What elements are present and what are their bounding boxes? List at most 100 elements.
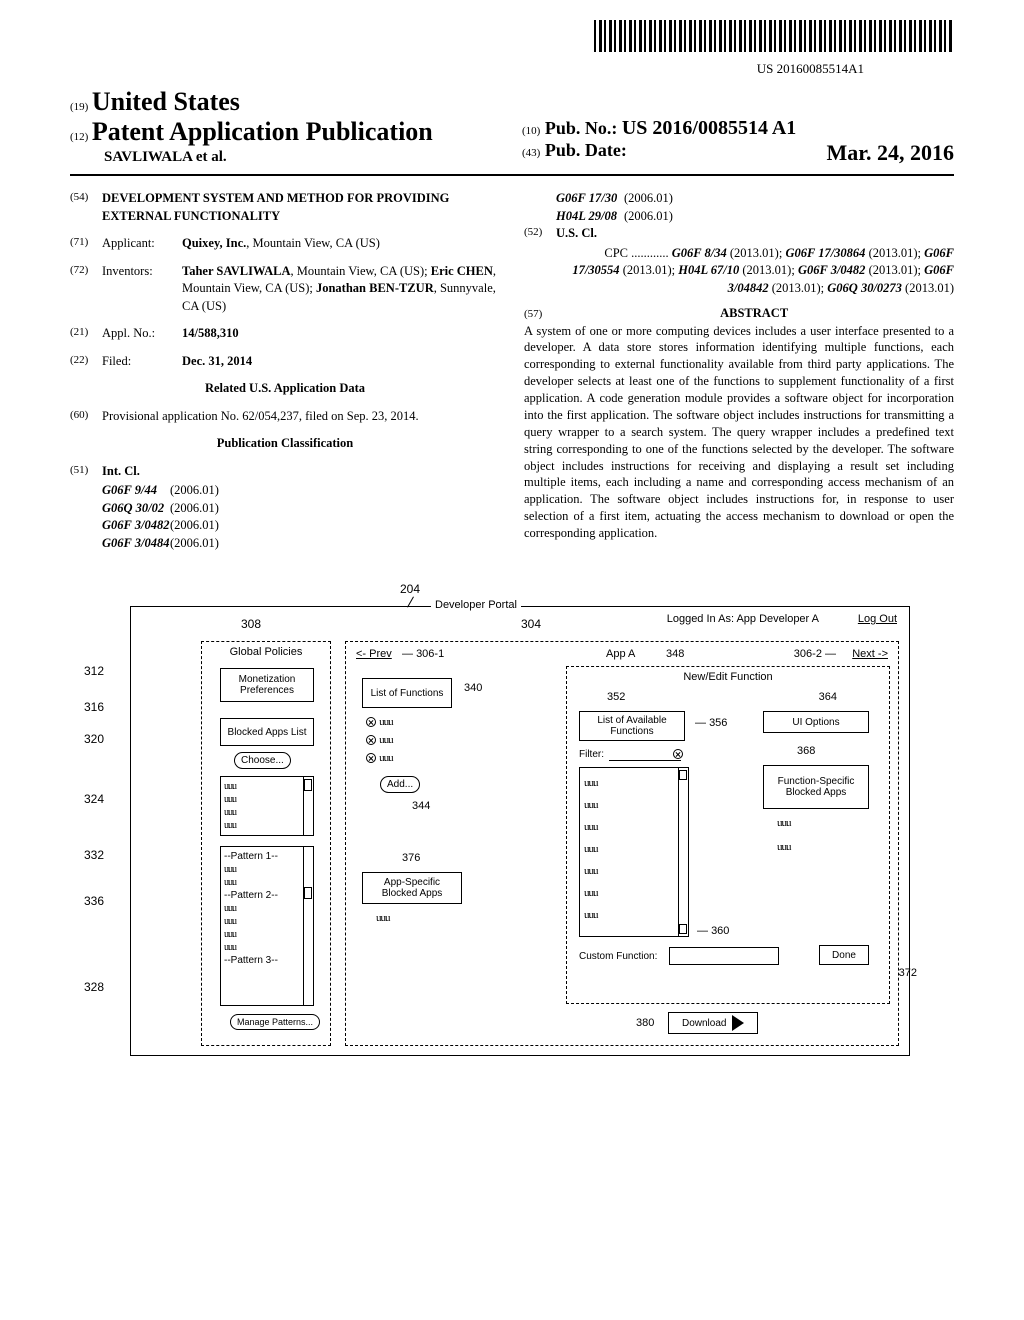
pub-date-val: Mar. 24, 2016: [826, 140, 954, 166]
fn-row2: uuu: [366, 734, 393, 746]
applicant-num: (71): [70, 235, 102, 253]
fs-squiggle1: uuu: [777, 817, 791, 829]
ref-368: 368: [797, 745, 815, 757]
new-edit-function-panel: New/Edit Function 352 364 List of Availa…: [566, 666, 890, 1004]
pub-date-label: Pub. Date:: [545, 140, 627, 160]
intcl-row: H04L 29/08(2006.01): [524, 208, 954, 226]
intcl-row: G06F 9/44(2006.01): [70, 482, 500, 500]
blocked-apps-box: Blocked Apps List: [220, 718, 314, 746]
intcl-num: (51): [70, 463, 102, 481]
scrollbar[interactable]: [678, 768, 688, 936]
global-policies-panel: Global Policies Monetization Preferences…: [201, 641, 331, 1046]
filed-num: (22): [70, 353, 102, 371]
pattern1-label: --Pattern 1--: [224, 851, 278, 862]
intcl-row: G06F 3/0484(2006.01): [70, 535, 500, 553]
header-block: (19) United States (12) Patent Applicati…: [70, 87, 954, 166]
uscl-label: U.S. Cl.: [556, 225, 954, 243]
monetization-box[interactable]: Monetization Preferences: [220, 668, 314, 702]
provisional-text: Provisional application No. 62/054,237, …: [102, 408, 500, 426]
pub-no-val: US 2016/0085514 A1: [622, 117, 796, 139]
fs-squiggle2: uuu: [777, 841, 791, 853]
pattern3-label: --Pattern 3--: [224, 955, 278, 966]
filed-label: Filed:: [102, 353, 182, 371]
function-specific-box: Function-Specific Blocked Apps: [763, 765, 869, 809]
ref-306-2: 306-2 —: [794, 648, 836, 660]
cpc-block: CPC ............ G06F 8/34 (2013.01); G0…: [524, 245, 954, 298]
abstract-label: ABSTRACT: [559, 305, 949, 323]
ref-204: 204: [400, 582, 420, 596]
abstract-text: A system of one or more computing device…: [524, 323, 954, 542]
figure-204: 204 Developer Portal Logged In As: App D…: [70, 582, 954, 1072]
logged-in-text: Logged In As: App Developer A: [667, 613, 819, 625]
body-columns: (54) DEVELOPMENT SYSTEM AND METHOD FOR P…: [70, 190, 954, 552]
ref-306-1: — 306-1: [402, 648, 444, 660]
custom-function-input[interactable]: [669, 947, 779, 965]
intcl-row: G06Q 30/02(2006.01): [70, 500, 500, 518]
ref-376: 376: [402, 852, 420, 864]
ui-options-box[interactable]: UI Options: [763, 711, 869, 733]
prev-link[interactable]: <- Prev: [356, 648, 392, 660]
available-content: uuuuuuuuuuuuuuuuuuuuu: [580, 768, 688, 930]
country-num: (19): [70, 101, 88, 113]
ref-344: 344: [412, 800, 430, 812]
patterns-scroll[interactable]: --Pattern 1-- uuuuuu --Pattern 2-- uuuuu…: [220, 846, 314, 1006]
invention-title: DEVELOPMENT SYSTEM AND METHOD FOR PROVID…: [102, 190, 500, 225]
intcl-row: G06F 3/0482(2006.01): [70, 517, 500, 535]
ref-332: 332: [84, 848, 104, 862]
choose-button[interactable]: Choose...: [234, 752, 291, 769]
inventors-label: Inventors:: [102, 263, 182, 316]
ref-308: 308: [241, 617, 261, 631]
app-specific-box: App-Specific Blocked Apps: [362, 872, 462, 904]
ref-336: 336: [84, 894, 104, 908]
portal-title: Developer Portal: [431, 599, 521, 611]
country: United States: [92, 87, 240, 116]
classification-heading: Publication Classification: [70, 435, 500, 453]
global-policies-label: Global Policies: [202, 646, 330, 658]
ref-356: — 356: [695, 717, 727, 729]
ref-372: 372: [899, 967, 917, 979]
app-a-panel: <- Prev — 306-1 App A 348 306-2 — Next -…: [345, 641, 899, 1046]
ref-316: 316: [84, 700, 104, 714]
add-button[interactable]: Add...: [380, 776, 420, 793]
pub-no-num: (10): [522, 125, 540, 137]
ref-364: 364: [819, 691, 837, 703]
blocked-scroll[interactable]: uuuuuuuuuuuu: [220, 776, 314, 836]
header-rule: [70, 174, 954, 176]
pub-type: Patent Application Publication: [92, 117, 433, 146]
ref-340: 340: [464, 682, 482, 694]
ref-352: 352: [607, 691, 625, 703]
uscl-num: (52): [524, 225, 556, 243]
next-link[interactable]: Next ->: [852, 648, 888, 660]
pub-type-num: (12): [70, 131, 88, 143]
scrollbar[interactable]: [303, 777, 313, 835]
inventors-num: (72): [70, 263, 102, 316]
download-button[interactable]: Download: [668, 1012, 758, 1034]
pub-date-num: (43): [522, 147, 540, 159]
done-button[interactable]: Done: [819, 945, 869, 965]
fn-row3: uuu: [366, 752, 393, 764]
ref-360: — 360: [697, 925, 729, 937]
ref-312: 312: [84, 664, 104, 678]
filter-input[interactable]: [609, 747, 681, 761]
logout-link[interactable]: Log Out: [858, 613, 897, 625]
play-icon: [732, 1015, 744, 1031]
ref-328: 328: [84, 980, 104, 994]
asb-squiggle: uuu: [376, 912, 390, 924]
fn-row1: uuu: [366, 716, 393, 728]
ref-380: 380: [636, 1017, 654, 1029]
pub-no-label: Pub. No.:: [545, 118, 618, 138]
provisional-num: (60): [70, 408, 102, 426]
applicant-label: Applicant:: [102, 235, 182, 253]
applicant-val: Quixey, Inc., Mountain View, CA (US): [182, 235, 500, 253]
title-num: (54): [70, 190, 102, 225]
abstract-num: (57): [524, 307, 556, 322]
barcode-graphic: [594, 20, 954, 52]
scrollbar[interactable]: [303, 847, 313, 1005]
filter-clear-icon[interactable]: [673, 749, 683, 759]
manage-patterns-button[interactable]: Manage Patterns...: [230, 1014, 320, 1030]
developer-portal-box: Developer Portal Logged In As: App Devel…: [130, 606, 910, 1056]
left-column: (54) DEVELOPMENT SYSTEM AND METHOD FOR P…: [70, 190, 500, 552]
intcl-label: Int. Cl.: [102, 463, 500, 481]
available-scroll[interactable]: uuuuuuuuuuuuuuuuuuuuu: [579, 767, 689, 937]
related-heading: Related U.S. Application Data: [70, 380, 500, 398]
